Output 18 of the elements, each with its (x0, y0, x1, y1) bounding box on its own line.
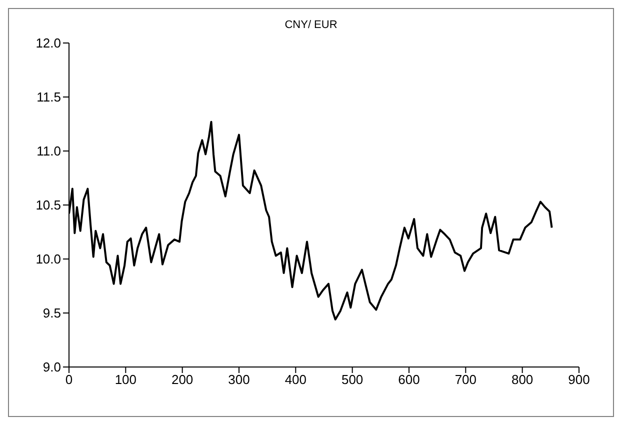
x-tick-label: 500 (341, 372, 364, 388)
x-tick-label: 400 (284, 372, 307, 388)
y-tick-label: 10.5 (36, 198, 61, 213)
x-tick-label: 0 (65, 372, 73, 388)
y-tick-label: 10.0 (36, 252, 61, 267)
x-tick-label: 600 (398, 372, 420, 388)
x-tick-label: 800 (511, 372, 534, 388)
y-tick-label: 11.0 (36, 144, 61, 159)
y-tick-label: 11.5 (36, 90, 61, 105)
chart-title: CNY/ EUR (284, 18, 338, 33)
x-tick-label: 200 (171, 372, 194, 388)
x-tick-label: 300 (228, 372, 250, 388)
y-tick-label: 9.5 (42, 306, 61, 321)
x-tick-label: 700 (454, 372, 477, 388)
y-tick-label: 12.0 (36, 36, 61, 51)
x-tick-label: 900 (568, 372, 590, 388)
x-tick-label: 100 (114, 372, 137, 388)
y-tick-label: 9.0 (42, 360, 61, 375)
